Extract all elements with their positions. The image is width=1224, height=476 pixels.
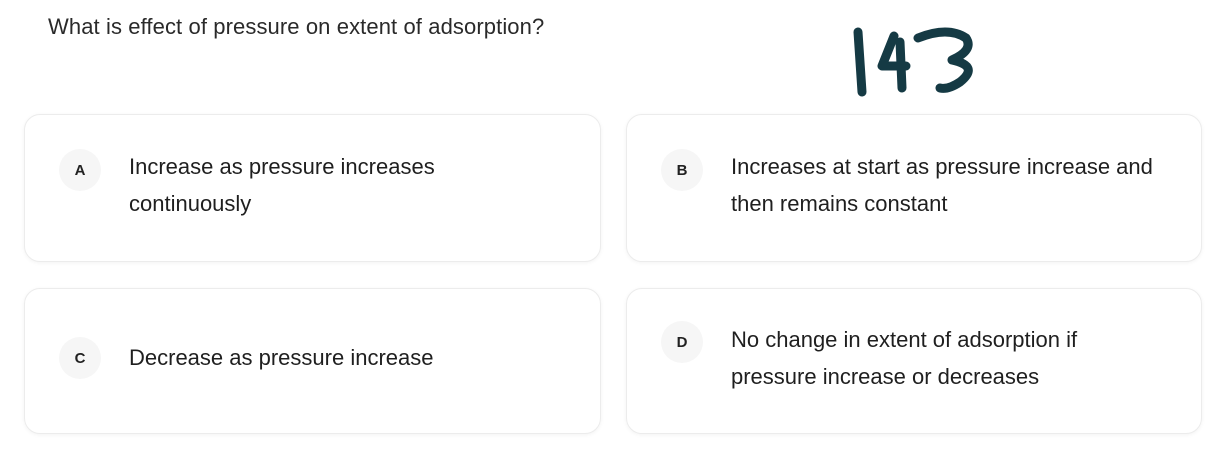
option-b-letter-badge: B xyxy=(661,149,703,191)
option-a-card[interactable]: A Increase as pressure increases continu… xyxy=(24,114,601,262)
option-d-text: No change in extent of adsorption if pre… xyxy=(731,327,1078,389)
option-b-text: Increases at start as pressure increase … xyxy=(731,154,1153,216)
option-c-text: Decrease as pressure increase xyxy=(129,345,434,370)
option-c-letter-badge: C xyxy=(59,337,101,379)
option-d-letter-badge: D xyxy=(661,321,703,363)
option-c-card[interactable]: C Decrease as pressure increase xyxy=(24,288,601,434)
option-a-text: Increase as pressure increases continuou… xyxy=(129,154,435,216)
handwritten-annotation xyxy=(853,27,973,97)
option-b-card[interactable]: B Increases at start as pressure increas… xyxy=(626,114,1202,262)
option-a-letter-badge: A xyxy=(59,149,101,191)
question-text: What is effect of pressure on extent of … xyxy=(48,14,545,39)
option-d-card[interactable]: D No change in extent of adsorption if p… xyxy=(626,288,1202,434)
